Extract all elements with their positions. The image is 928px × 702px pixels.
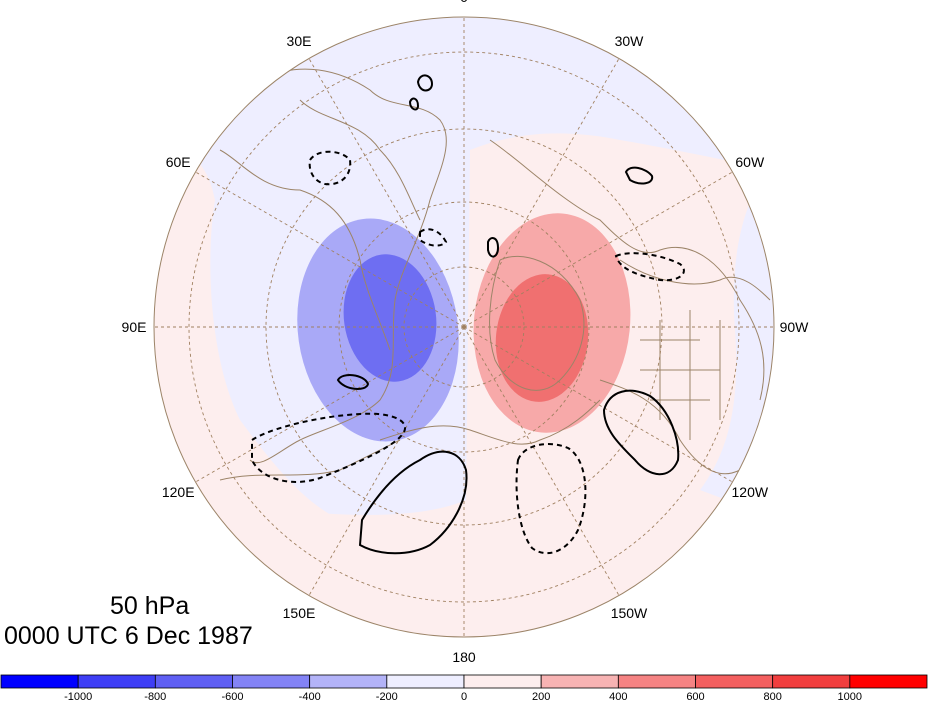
contours-negative: [251, 150, 685, 555]
meridian-line: [195, 326, 465, 483]
colorbar-tick-label: -200: [376, 691, 398, 702]
meridian-line: [195, 171, 465, 328]
longitude-label: 0: [460, 0, 468, 5]
colorbar-swatch: [849, 674, 928, 689]
contours-positive: [336, 74, 680, 555]
colorbar-swatch: [772, 674, 851, 689]
colorbar-tick-label: 800: [764, 691, 782, 702]
colorbar-swatch: [617, 674, 696, 689]
longitude-label: 30E: [287, 33, 312, 49]
longitude-label: 150E: [283, 605, 316, 621]
longitude-label: 90W: [780, 319, 810, 335]
meridian-line: [463, 58, 620, 328]
colorbar: -1000 -800 -600 -400 -200 0 200 400 600 800 1000: [0, 674, 928, 702]
map-boundary: [153, 16, 775, 638]
colorbar-tick-label: -800: [144, 691, 166, 702]
positive-region-west: [154, 140, 340, 560]
meridian-line: [463, 326, 620, 596]
longitude-label: 180: [452, 649, 476, 665]
colorbar-swatch: [540, 674, 619, 689]
longitude-label: 60W: [735, 154, 765, 170]
longitude-label: 150W: [611, 605, 648, 621]
colorbar-tick-label: 0: [461, 691, 467, 702]
colorbar-tick-label: -600: [221, 691, 243, 702]
colorbar-swatch: [232, 674, 311, 689]
colorbar-tick-label: 1000: [838, 691, 862, 702]
colorbar-swatch: [463, 674, 542, 689]
colorbar-swatch: [309, 674, 388, 689]
colorbar-swatch: [154, 674, 233, 689]
colorbar-swatch: [77, 674, 156, 689]
anomaly-field: [154, 17, 774, 637]
colorbar-tick-label: -400: [299, 691, 321, 702]
longitude-label: 120W: [732, 484, 769, 500]
positive-anomaly-core: [495, 274, 589, 402]
colorbar-swatch: [695, 674, 774, 689]
colorbar-swatch: [386, 674, 465, 689]
colorbar-tick-label: 600: [686, 691, 704, 702]
graticule: [154, 17, 774, 637]
meridian-line: [308, 58, 465, 328]
longitude-label: 30W: [615, 33, 645, 49]
colorbar-swatch: [0, 674, 79, 689]
longitude-label: 60E: [166, 154, 191, 170]
negative-region-north: [154, 17, 774, 515]
longitude-labels: 0 30W 60W 90W 120W 150W 180 150E 120E 90E 60E 30E: [122, 0, 810, 665]
longitude-label: 90E: [122, 319, 147, 335]
longitude-label: 120E: [162, 484, 195, 500]
colorbar-tick-label: -1000: [64, 691, 92, 702]
meridian-line: [463, 171, 733, 328]
valid-time-title: 0000 UTC 6 Dec 1987: [4, 622, 253, 650]
meridian-line: [463, 326, 733, 483]
meridian-line: [308, 326, 465, 596]
colorbar-tick-label: 400: [609, 691, 627, 702]
colorbar-tick-label: 200: [532, 691, 550, 702]
pressure-level-title: 50 hPa: [110, 592, 190, 620]
